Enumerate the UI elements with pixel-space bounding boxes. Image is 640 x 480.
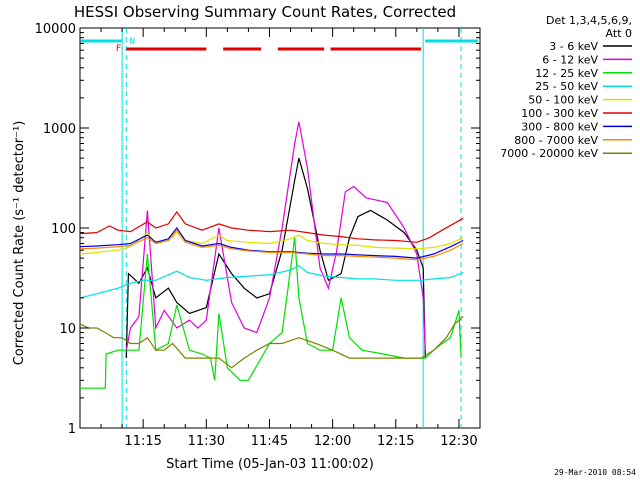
series-line-0	[125, 157, 426, 359]
chart-title: HESSI Observing Summary Count Rates, Cor…	[74, 3, 456, 21]
x-tick-label: 12:30	[440, 434, 477, 449]
y-axis-label: Corrected Count Rate (s⁻¹ detector⁻¹)	[12, 121, 27, 366]
y-tick-label: 1	[68, 422, 76, 437]
legend-label: 3 - 6 keV	[549, 40, 598, 53]
legend-label: 300 - 800 keV	[521, 120, 598, 133]
series-line-1	[125, 121, 426, 351]
y-tick-label: 100	[51, 222, 76, 237]
legend-label: 800 - 7000 keV	[514, 134, 598, 147]
legend-header-line1: Det 1,3,4,5,6,9,	[546, 14, 632, 27]
legend-label: 12 - 25 keV	[535, 67, 598, 80]
axis-ticks: 1 10 100 1000 10000 11:15 11:30 11:45 12:00 12:15…	[35, 22, 480, 449]
observing-flags: NF	[80, 28, 478, 428]
x-tick-label: 11:30	[188, 434, 225, 449]
legend-label: 100 - 300 keV	[521, 107, 598, 120]
y-tick-label: 10000	[35, 22, 76, 37]
y-tick-label: 1000	[43, 122, 76, 137]
series-line-3	[79, 264, 464, 299]
legend-header-line2: Att 0	[606, 27, 632, 40]
x-tick-label: 11:45	[251, 434, 288, 449]
legend-label: 6 - 12 keV	[542, 53, 598, 66]
x-tick-label: 11:15	[124, 434, 161, 449]
series-line-5	[79, 210, 464, 243]
timestamp: 29-Mar-2010 08:54	[554, 468, 636, 477]
x-axis-label: Start Time (05-Jan-03 11:00:02)	[166, 457, 374, 472]
flare-flag-label: F	[116, 44, 121, 54]
series-line-6	[79, 226, 464, 259]
series-line-8	[79, 316, 464, 369]
series-line-4	[79, 231, 464, 255]
legend-label: 7000 - 20000 keV	[500, 147, 598, 160]
series-lines	[79, 121, 464, 389]
series-line-2	[80, 237, 462, 389]
legend-label: 25 - 50 keV	[535, 80, 598, 93]
night-flag-label: N	[130, 37, 135, 47]
legend-label: 50 - 100 keV	[528, 94, 598, 107]
x-tick-label: 12:15	[377, 434, 414, 449]
series-line-7	[79, 229, 464, 261]
plot-frame	[79, 27, 481, 429]
x-tick-label: 12:00	[314, 434, 351, 449]
y-tick-label: 10	[59, 322, 76, 337]
